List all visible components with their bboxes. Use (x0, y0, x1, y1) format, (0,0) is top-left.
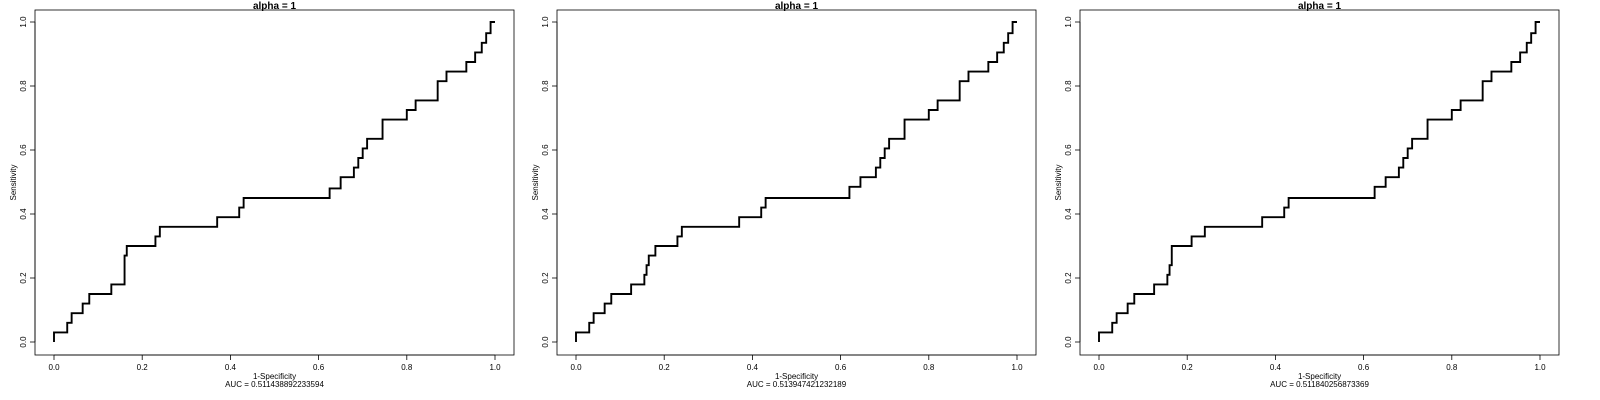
roc-panel-2: alpha = 1 0.0 0.2 0.4 0.6 0.8 1.0 0.0 0.2 0.4 0.6 0… (531, 1, 1037, 389)
y-tick-label: 0.2 (19, 272, 28, 284)
y-tick-label: 0.0 (19, 336, 28, 348)
x-tick-label: 0.8 (923, 363, 935, 372)
x-tick-label: 0.0 (48, 363, 60, 372)
panel-title: alpha = 1 (253, 1, 297, 12)
auc-label: AUC = 0.511840256873369 (1270, 380, 1369, 389)
x-tick-label: 1.0 (489, 363, 501, 372)
plot-frame (556, 9, 1037, 356)
roc-panel-1: alpha = 1 0.0 0.2 0.4 0.6 0.8 1.0 0.0 0.2 0.4 0.6 0… (9, 1, 515, 389)
y-tick-label: 0.2 (541, 272, 550, 284)
x-tick-label: 0.0 (1093, 363, 1105, 372)
plot-frame (34, 9, 515, 356)
auc-label: AUC = 0.513947421232189 (747, 380, 847, 389)
roc-curve (575, 21, 1017, 342)
y-tick-label: 1.0 (19, 16, 28, 28)
x-axis-label: 1-Specificity (253, 372, 296, 381)
y-tick-label: 0.8 (19, 80, 28, 92)
y-tick-label: 0.4 (541, 208, 550, 220)
x-tick-label: 0.0 (570, 363, 582, 372)
x-axis-label: 1-Specificity (775, 372, 818, 381)
roc-curve (1098, 21, 1540, 342)
y-tick-label: 0.4 (1064, 208, 1073, 220)
roc-panels: alpha = 1 0.0 0.2 0.4 0.6 0.8 1.0 0.0 0.2 0.4 0.6 0… (9, 1, 1560, 389)
x-tick-label: 1.0 (1534, 363, 1546, 372)
x-tick-label: 1.0 (1011, 363, 1023, 372)
y-axis-label: Sensitivity (9, 164, 18, 200)
x-tick-label: 0.8 (401, 363, 413, 372)
y-tick-label: 1.0 (1064, 16, 1073, 28)
roc-curve (53, 21, 495, 342)
y-tick-label: 0.0 (1064, 336, 1073, 348)
x-tick-label: 0.6 (835, 363, 847, 372)
x-axis-label: 1-Specificity (1298, 372, 1341, 381)
plot-frame (1079, 9, 1560, 356)
y-tick-label: 1.0 (541, 16, 550, 28)
panel-title: alpha = 1 (1298, 1, 1342, 12)
x-tick-label: 0.2 (659, 363, 671, 372)
y-tick-label: 0.8 (1064, 80, 1073, 92)
y-tick-label: 0.6 (541, 144, 550, 156)
y-tick-label: 0.6 (19, 144, 28, 156)
y-tick-label: 0.4 (19, 208, 28, 220)
y-tick-label: 0.6 (1064, 144, 1073, 156)
x-tick-label: 0.6 (1358, 363, 1370, 372)
x-tick-label: 0.2 (137, 363, 149, 372)
x-tick-label: 0.6 (313, 363, 325, 372)
y-tick-label: 0.8 (541, 80, 550, 92)
y-axis-label: Sensitivity (1054, 164, 1063, 200)
auc-label: AUC = 0.511438892233594 (225, 380, 324, 389)
x-tick-label: 0.4 (747, 363, 759, 372)
x-tick-label: 0.4 (1270, 363, 1282, 372)
y-tick-label: 0.0 (541, 336, 550, 348)
x-tick-label: 0.8 (1446, 363, 1458, 372)
y-tick-label: 0.2 (1064, 272, 1073, 284)
x-tick-label: 0.4 (225, 363, 237, 372)
x-tick-label: 0.2 (1182, 363, 1194, 372)
y-axis-label: Sensitivity (531, 164, 540, 200)
panel-title: alpha = 1 (775, 1, 819, 12)
roc-panel-3: alpha = 1 0.0 0.2 0.4 0.6 0.8 1.0 0.0 0.2 0.4 0.6 0… (1054, 1, 1560, 389)
